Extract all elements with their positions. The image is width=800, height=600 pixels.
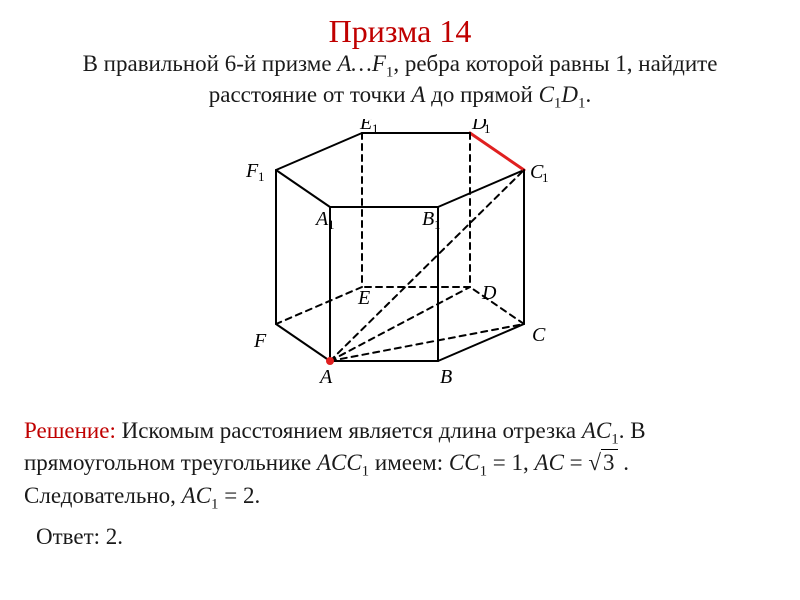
svg-text:D: D bbox=[481, 282, 497, 304]
solution-AC1-sub: 1 bbox=[611, 431, 618, 447]
svg-text:1: 1 bbox=[328, 217, 335, 232]
svg-text:F: F bbox=[245, 160, 259, 182]
solution-AC1: AC bbox=[582, 418, 611, 443]
problem-AF1-A: A…F bbox=[337, 51, 386, 76]
sqrt-icon: √3 bbox=[588, 451, 617, 474]
problem-A: A bbox=[411, 82, 425, 107]
problem-l1b: , ребра которой равны 1, найдите bbox=[393, 51, 717, 76]
svg-text:1: 1 bbox=[542, 170, 549, 185]
svg-text:1: 1 bbox=[484, 121, 491, 136]
problem-l2a: расстояние от точки bbox=[209, 82, 412, 107]
solution-AC1b: AC bbox=[182, 483, 211, 508]
problem-C: C bbox=[539, 82, 554, 107]
svg-text:A: A bbox=[318, 366, 333, 388]
solution-eq1: = 1, bbox=[487, 450, 534, 475]
diagram-container: E1D1F1C1A1B1EDFCAB bbox=[24, 119, 776, 399]
problem-l2b: до прямой bbox=[425, 82, 538, 107]
prism-diagram: E1D1F1C1A1B1EDFCAB bbox=[210, 119, 590, 394]
problem-l1a: В правильной 6-й призме bbox=[83, 51, 338, 76]
answer-value: 2. bbox=[100, 524, 123, 549]
solution-t3: имеем: bbox=[369, 450, 449, 475]
svg-text:C: C bbox=[532, 324, 546, 346]
svg-text:1: 1 bbox=[258, 169, 265, 184]
solution-ACC1: ACC bbox=[317, 450, 362, 475]
svg-text:B: B bbox=[422, 208, 434, 230]
svg-text:A: A bbox=[314, 208, 329, 230]
problem-period: . bbox=[585, 82, 591, 107]
solution-CC1-sub: 1 bbox=[480, 464, 487, 480]
svg-text:F: F bbox=[253, 330, 267, 352]
page-title: Призма 14 bbox=[24, 14, 776, 49]
svg-text:1: 1 bbox=[434, 217, 441, 232]
svg-text:1: 1 bbox=[372, 121, 379, 136]
svg-text:E: E bbox=[359, 119, 372, 134]
problem-statement: В правильной 6-й призме A…F1, ребра кото… bbox=[24, 51, 776, 113]
solution-eq3: = 2. bbox=[219, 483, 261, 508]
solution-CC1: CC bbox=[449, 450, 480, 475]
sqrt-radicand: 3 bbox=[601, 449, 618, 475]
svg-text:B: B bbox=[440, 366, 452, 388]
svg-text:E: E bbox=[357, 287, 370, 309]
solution-AC: AC bbox=[535, 450, 564, 475]
solution-AC1b-sub: 1 bbox=[211, 496, 218, 512]
problem-D: D bbox=[561, 82, 578, 107]
solution-t1: Искомым расстоянием является длина отрез… bbox=[116, 418, 582, 443]
solution-eq2: = bbox=[564, 450, 588, 475]
answer-block: Ответ: 2. bbox=[24, 524, 776, 550]
page: Призма 14 В правильной 6-й призме A…F1, … bbox=[0, 0, 800, 600]
title-text: Призма 14 bbox=[329, 13, 472, 49]
answer-label: Ответ: bbox=[36, 524, 100, 549]
solution-label: Решение: bbox=[24, 418, 116, 443]
solution-block: Решение: Искомым расстоянием является дл… bbox=[24, 417, 776, 515]
